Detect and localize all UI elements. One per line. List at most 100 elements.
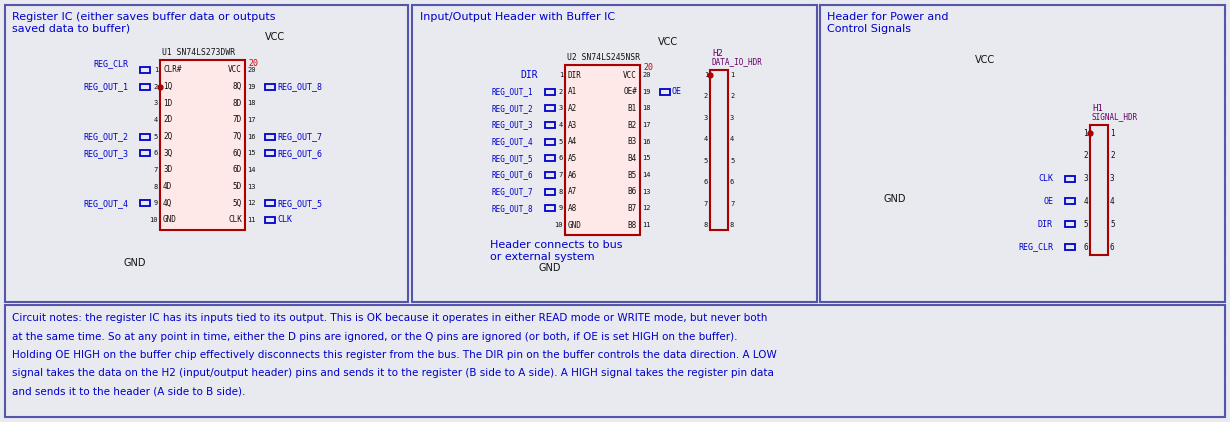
Bar	[1065, 244, 1075, 250]
Bar	[1090, 125, 1108, 255]
Text: 2: 2	[1084, 151, 1089, 160]
Bar	[545, 139, 555, 145]
Text: 15: 15	[642, 155, 651, 161]
Text: 8: 8	[729, 222, 734, 228]
Text: 4: 4	[704, 136, 708, 142]
Text: 15: 15	[247, 150, 256, 156]
Text: REG_CLR: REG_CLR	[93, 60, 128, 68]
Text: U2 SN74LS245NSR: U2 SN74LS245NSR	[567, 53, 640, 62]
Text: B8: B8	[627, 221, 637, 230]
Text: REG_OUT_8: REG_OUT_8	[491, 204, 533, 213]
Text: 4: 4	[729, 136, 734, 142]
Text: 13: 13	[247, 184, 256, 189]
Text: VCC: VCC	[264, 32, 285, 42]
Text: REG_OUT_6: REG_OUT_6	[277, 149, 322, 158]
Text: 4: 4	[1084, 197, 1089, 206]
Text: CLK: CLK	[228, 216, 242, 225]
Text: 18: 18	[642, 106, 651, 111]
Text: and sends it to the header (A side to B side).: and sends it to the header (A side to B …	[12, 387, 245, 397]
Text: U1 SN74LS273DWR: U1 SN74LS273DWR	[162, 48, 235, 57]
Text: 6Q: 6Q	[232, 149, 242, 158]
Text: 6: 6	[558, 155, 563, 161]
Text: 9: 9	[154, 200, 157, 206]
Text: 1: 1	[704, 72, 708, 78]
Text: GND: GND	[539, 263, 561, 273]
Bar	[565, 65, 640, 235]
Text: 5: 5	[558, 139, 563, 145]
Text: GND: GND	[164, 216, 177, 225]
Text: 4Q: 4Q	[164, 199, 172, 208]
Text: GND: GND	[883, 194, 907, 204]
Text: H2: H2	[712, 49, 723, 58]
Bar	[140, 67, 150, 73]
Text: 3Q: 3Q	[164, 149, 172, 158]
Text: 1: 1	[558, 72, 563, 78]
Text: B7: B7	[627, 204, 637, 213]
Text: VCC: VCC	[228, 65, 242, 75]
Text: A5: A5	[568, 154, 577, 163]
Bar	[264, 84, 276, 89]
Bar	[160, 60, 245, 230]
Text: VCC: VCC	[658, 37, 678, 47]
Text: signal takes the data on the H2 (input/output header) pins and sends it to the r: signal takes the data on the H2 (input/o…	[12, 368, 774, 379]
Text: 5: 5	[729, 158, 734, 164]
Text: 20: 20	[247, 67, 256, 73]
Text: VCC: VCC	[975, 55, 995, 65]
Text: 17: 17	[247, 117, 256, 123]
Text: 16: 16	[247, 134, 256, 140]
Text: 5: 5	[704, 158, 708, 164]
Text: 10: 10	[555, 222, 563, 228]
Text: DIR: DIR	[1038, 220, 1053, 229]
Text: 5D: 5D	[232, 182, 242, 191]
Text: 19: 19	[247, 84, 256, 89]
Text: at the same time. So at any point in time, either the D pins are ignored, or the: at the same time. So at any point in tim…	[12, 332, 738, 341]
Text: B3: B3	[627, 137, 637, 146]
Text: 8Q: 8Q	[232, 82, 242, 91]
Text: DATA_IO_HDR: DATA_IO_HDR	[712, 57, 763, 66]
Text: CLK: CLK	[277, 216, 292, 225]
Bar	[545, 106, 555, 111]
Bar	[140, 84, 150, 89]
Bar	[264, 217, 276, 223]
Text: Register IC (either saves buffer data or outputs
saved data to buffer): Register IC (either saves buffer data or…	[12, 12, 276, 34]
Text: 9: 9	[558, 206, 563, 211]
Text: REG_OUT_5: REG_OUT_5	[491, 154, 533, 163]
Text: 4: 4	[1109, 197, 1114, 206]
Text: 3: 3	[154, 100, 157, 106]
Text: 2D: 2D	[164, 116, 172, 124]
Text: 3: 3	[558, 106, 563, 111]
Bar	[545, 189, 555, 195]
Text: REG_OUT_2: REG_OUT_2	[491, 104, 533, 113]
Text: 17: 17	[642, 122, 651, 128]
Text: 5: 5	[154, 134, 157, 140]
Bar	[140, 150, 150, 156]
Text: 1D: 1D	[164, 99, 172, 108]
Text: 14: 14	[247, 167, 256, 173]
Bar	[1065, 198, 1075, 204]
Text: CLR#: CLR#	[164, 65, 182, 75]
Bar	[140, 200, 150, 206]
Text: 2: 2	[154, 84, 157, 89]
Bar	[412, 5, 817, 302]
Text: A7: A7	[568, 187, 577, 196]
Text: 3: 3	[729, 115, 734, 121]
Text: 1: 1	[729, 72, 734, 78]
Text: A2: A2	[568, 104, 577, 113]
Text: B4: B4	[627, 154, 637, 163]
Bar	[264, 150, 276, 156]
Text: 6: 6	[704, 179, 708, 185]
Text: 3: 3	[1084, 174, 1089, 183]
Text: 6: 6	[154, 150, 157, 156]
Text: A1: A1	[568, 87, 577, 96]
Text: DIR: DIR	[520, 70, 538, 80]
Text: REG_CLR: REG_CLR	[1018, 243, 1053, 252]
Text: B5: B5	[627, 170, 637, 179]
Text: B1: B1	[627, 104, 637, 113]
Text: 12: 12	[642, 206, 651, 211]
Text: SIGNAL_HDR: SIGNAL_HDR	[1092, 112, 1138, 121]
Text: 2Q: 2Q	[164, 132, 172, 141]
Text: CLK: CLK	[1038, 174, 1053, 183]
Text: 12: 12	[247, 200, 256, 206]
Text: 10: 10	[150, 217, 157, 223]
Text: 13: 13	[642, 189, 651, 195]
